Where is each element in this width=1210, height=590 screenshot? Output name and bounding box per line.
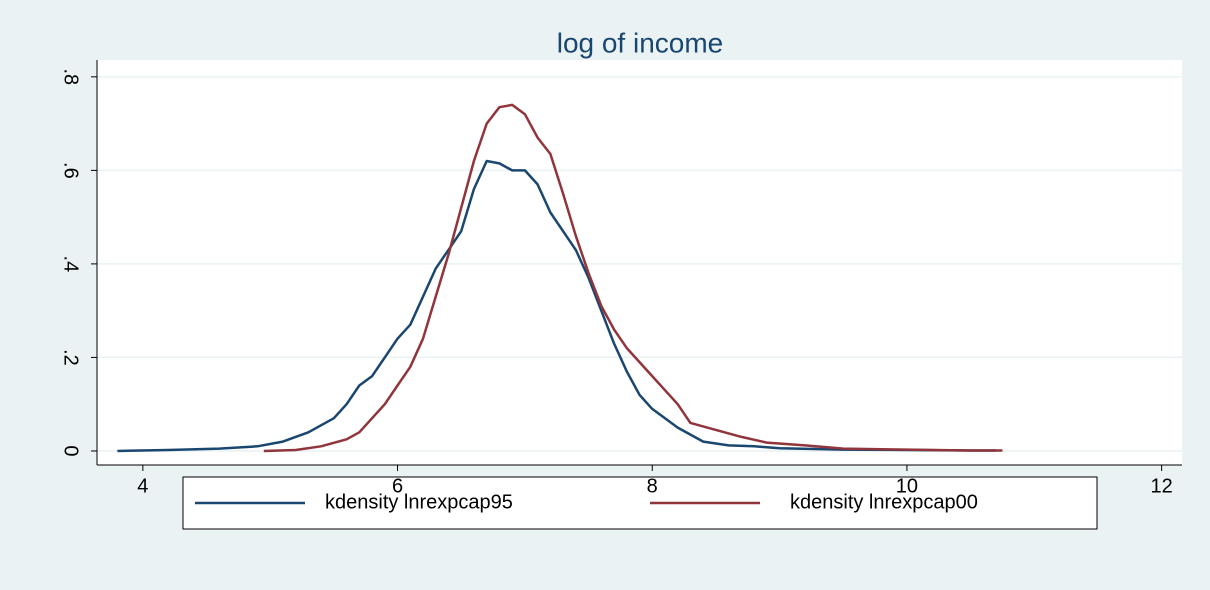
y-tick-label: .2 [60,349,82,366]
legend-box [182,476,1098,530]
series-line [263,103,1003,453]
legend-label: kdensity lnrexpcap95 [325,491,513,513]
y-tick-label: .6 [60,162,82,179]
x-tick-label: 8 [647,475,658,497]
y-tick-label: .4 [60,256,82,273]
x-tick-label: 6 [392,475,403,497]
y-tick-label: 0 [60,445,82,456]
x-tick-label: 12 [1150,475,1172,497]
legend-label: kdensity lnrexpcap00 [790,491,978,513]
y-tick-label: .8 [60,68,82,85]
plot-area [97,60,1182,465]
chart-title: log of income [557,27,724,58]
series-line [117,159,997,453]
x-tick-label: 4 [137,475,148,497]
x-tick-label: 10 [896,475,918,497]
